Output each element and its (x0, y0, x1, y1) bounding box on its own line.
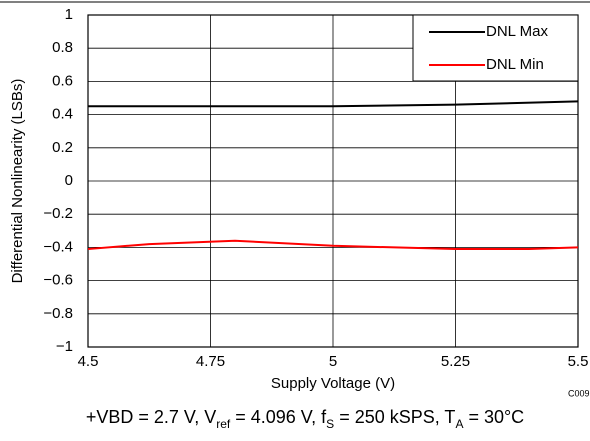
y-tick-label: −1 (56, 338, 73, 355)
x-axis-label: Supply Voltage (V) (271, 375, 395, 392)
caption: +VBD = 2.7 V, Vref = 4.096 V, fS = 250 k… (86, 407, 524, 431)
caption-text: = 30°C (463, 407, 524, 427)
y-tick-label: −0.8 (43, 305, 73, 322)
x-tick-label: 5 (329, 353, 337, 370)
y-tick-label: 0.8 (52, 39, 73, 56)
caption-text: = 250 kSPS, T (334, 407, 455, 427)
caption-text: +VBD = 2.7 V, V (86, 407, 216, 427)
x-tick-label: 5.25 (441, 353, 470, 370)
y-tick-label: −0.6 (43, 272, 73, 289)
caption-subscript: S (326, 417, 334, 431)
data-line (87, 239, 579, 251)
y-tick-label: 0.4 (52, 106, 73, 123)
x-tick-label: 4.75 (196, 353, 225, 370)
legend-label: DNL Max (486, 23, 548, 40)
caption-subscript: A (455, 417, 463, 431)
data-line (88, 100, 579, 108)
figure-note: C009 (568, 388, 590, 398)
x-tick-label: 4.5 (78, 353, 99, 370)
plot-frame (87, 14, 579, 348)
y-axis-label: Differential Nonlinearity (LSBs) (9, 79, 26, 284)
caption-subscript: ref (216, 417, 231, 431)
y-tick-label: 0.2 (52, 139, 73, 156)
y-tick-label: −0.2 (43, 205, 73, 222)
y-tick-label: 0.6 (52, 72, 73, 89)
legend-label: DNL Min (486, 56, 544, 73)
y-tick-label: 1 (65, 6, 73, 23)
y-tick-label: −0.4 (43, 238, 73, 255)
x-tick-label: 5.5 (568, 353, 589, 370)
y-tick-label: 0 (65, 172, 73, 189)
caption-text: = 4.096 V, f (230, 407, 327, 427)
legend-box (412, 14, 579, 82)
